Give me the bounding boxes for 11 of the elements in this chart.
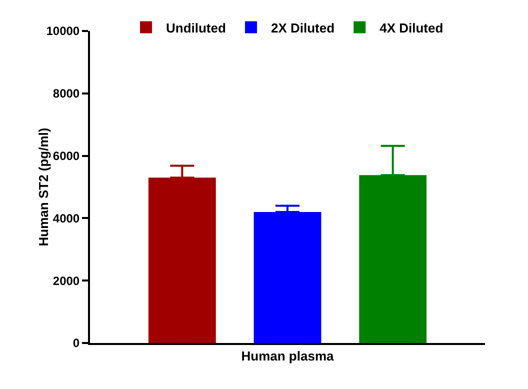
y-tick-label: 2000 — [52, 274, 80, 288]
y-tick-label: 0 — [72, 336, 80, 350]
y-tick-label: 10000 — [46, 24, 80, 38]
y-tick-label: 8000 — [52, 86, 80, 101]
y-axis-title: Human ST2 (pg/ml) — [36, 128, 51, 246]
x-tick-label: Human plasma — [241, 348, 334, 364]
legend-label: 4X Diluted — [380, 20, 444, 36]
legend-label: Undiluted — [166, 20, 226, 36]
y-tick-label: 6000 — [52, 149, 80, 163]
legend-label: 2X Diluted — [270, 20, 335, 36]
y-tick-label: 4000 — [52, 211, 80, 226]
